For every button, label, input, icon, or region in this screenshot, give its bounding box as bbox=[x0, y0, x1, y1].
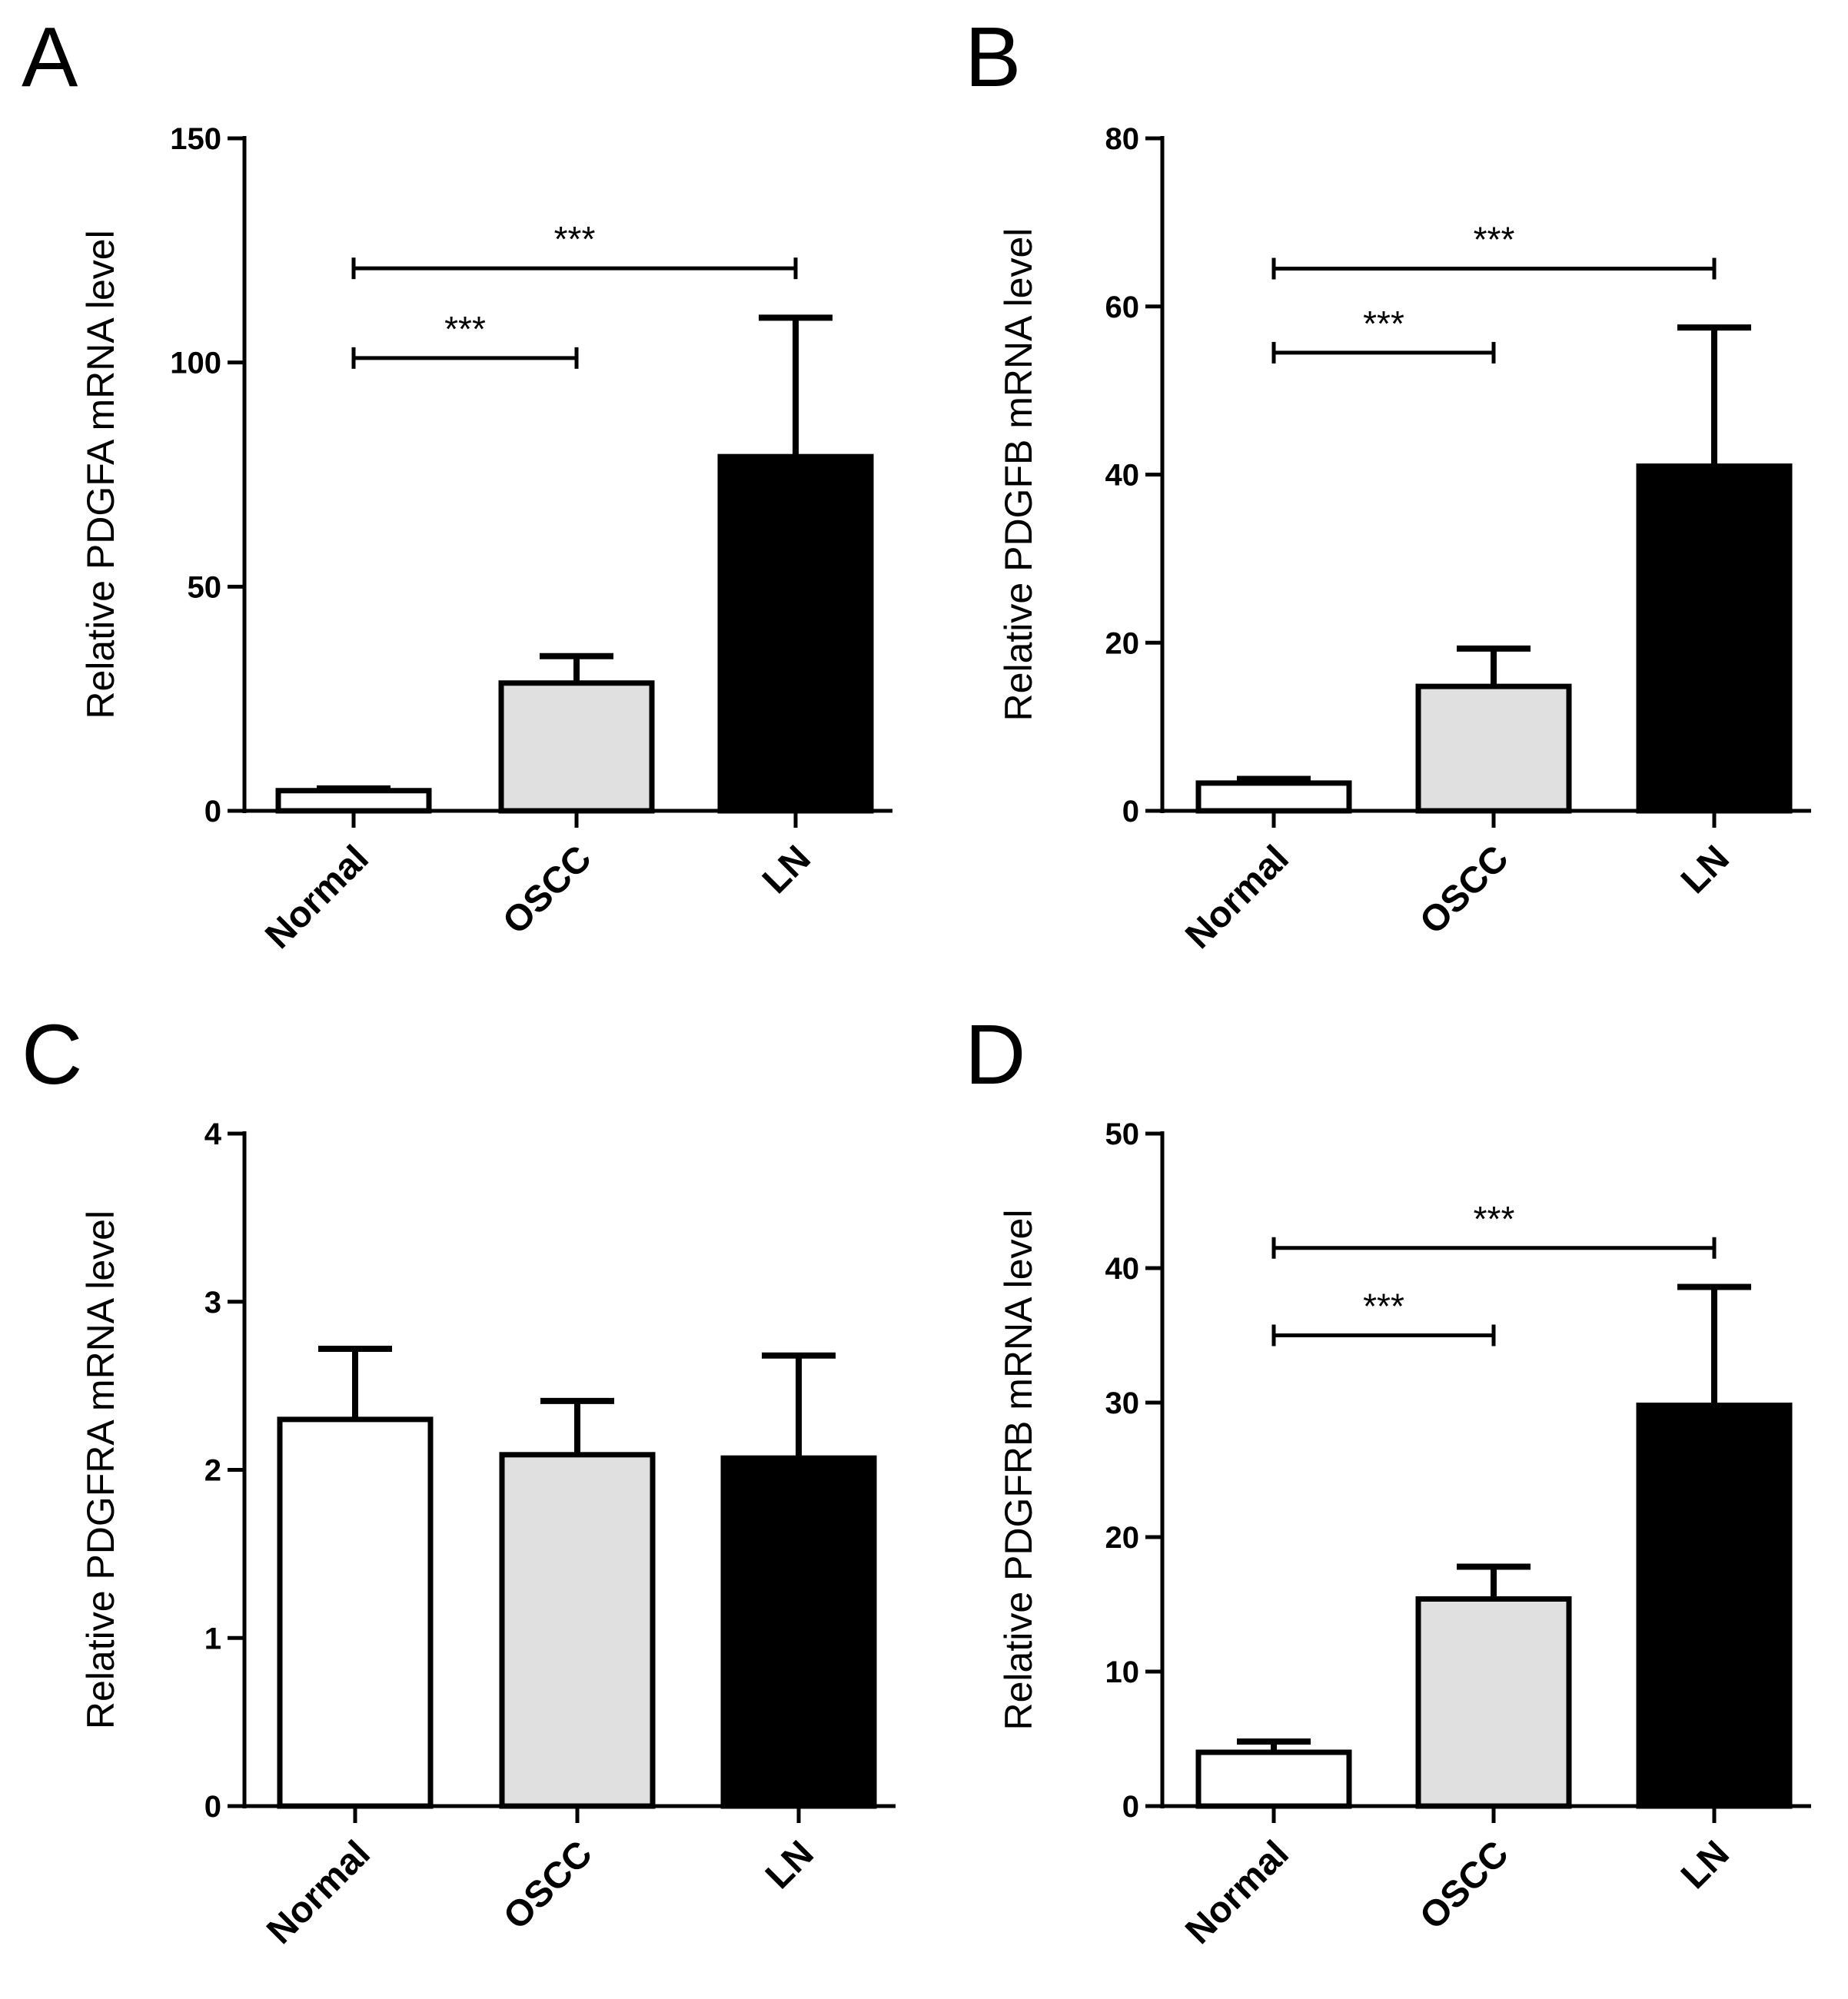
y-tick-label: 10 bbox=[1105, 1655, 1140, 1689]
y-tick-label: 3 bbox=[204, 1286, 221, 1320]
significance-bracket: *** bbox=[1271, 1287, 1496, 1347]
y-tick-label: 150 bbox=[170, 122, 221, 156]
significance-label: *** bbox=[1474, 220, 1515, 260]
category-label-oscc: OSCC bbox=[496, 1833, 600, 1938]
y-tick-label: 50 bbox=[1105, 1117, 1140, 1151]
y-axis-title: Relative PDGFRB mRNA level bbox=[997, 1210, 1040, 1731]
y-tick-label: 50 bbox=[188, 570, 222, 604]
significance-label: *** bbox=[1363, 1287, 1404, 1327]
y-tick-label: 2 bbox=[204, 1454, 221, 1488]
category-label-normal: Normal bbox=[259, 1833, 377, 1951]
panel-letter: B bbox=[965, 10, 1021, 105]
category-label-ln: LN bbox=[755, 838, 819, 902]
panel-letter: A bbox=[22, 10, 78, 105]
chart-panel-b: B Relative PDGFB mRNA level 0 20 40 60 80 Norma… bbox=[965, 10, 1811, 957]
bar-normal bbox=[1195, 780, 1352, 814]
significance-bracket: *** bbox=[1271, 304, 1496, 364]
y-tick-label: 80 bbox=[1105, 122, 1140, 156]
y-tick-label: 0 bbox=[1122, 795, 1139, 828]
panel-letter: D bbox=[965, 1008, 1025, 1102]
y-axis-title: Relative PDGFA mRNA level bbox=[79, 230, 122, 719]
category-label-oscc: OSCC bbox=[495, 838, 600, 942]
category-label-ln: LN bbox=[1674, 1833, 1737, 1897]
bar-normal bbox=[1195, 1749, 1352, 1809]
significance-label: *** bbox=[1363, 304, 1404, 344]
y-axis-title: Relative PDGFB mRNA level bbox=[997, 228, 1040, 722]
y-tick-label: 4 bbox=[204, 1117, 222, 1151]
significance-bracket: *** bbox=[1271, 220, 1717, 280]
y-tick-label: 20 bbox=[1105, 1521, 1140, 1555]
bar-ln bbox=[720, 1455, 877, 1809]
bar-oscc bbox=[498, 680, 655, 814]
significance-label: *** bbox=[444, 309, 486, 349]
chart-panel-a: A Relative PDGFA mRNA level 0 50 100 150 Norma… bbox=[22, 10, 892, 957]
category-label-oscc: OSCC bbox=[1412, 838, 1517, 942]
y-tick-label: 40 bbox=[1105, 459, 1140, 493]
significance-bracket: *** bbox=[351, 219, 798, 280]
bar-ln bbox=[1636, 1403, 1793, 1809]
chart-panel-d: D Relative PDGFRB mRNA level 0 10 20 30 40 50 No… bbox=[965, 1008, 1811, 1952]
bar-oscc bbox=[1415, 683, 1572, 814]
y-tick-label: 0 bbox=[1122, 1790, 1139, 1824]
panel-letter: C bbox=[22, 1008, 82, 1102]
category-label-oscc: OSCC bbox=[1412, 1833, 1517, 1938]
y-tick-label: 0 bbox=[204, 795, 221, 828]
y-tick-label: 0 bbox=[204, 1790, 221, 1824]
y-tick-label: 40 bbox=[1105, 1252, 1140, 1286]
significance-label: *** bbox=[554, 219, 596, 259]
y-tick-label: 60 bbox=[1105, 291, 1140, 324]
category-label-ln: LN bbox=[758, 1833, 822, 1897]
bar-ln bbox=[717, 453, 874, 814]
y-tick-label: 100 bbox=[170, 347, 221, 380]
bar-oscc bbox=[1415, 1596, 1572, 1809]
category-label-normal: Normal bbox=[1178, 838, 1296, 956]
bar-ln bbox=[1636, 463, 1793, 814]
y-tick-label: 20 bbox=[1105, 626, 1140, 660]
y-tick-label: 1 bbox=[204, 1622, 221, 1655]
significance-label: *** bbox=[1474, 1199, 1515, 1239]
significance-bracket: *** bbox=[351, 309, 579, 369]
category-label-normal: Normal bbox=[258, 838, 376, 956]
category-label-ln: LN bbox=[1674, 838, 1737, 902]
chart-panel-c: C Relative PDGFRA mRNA level 0 1 2 3 4 Normal OS… bbox=[22, 1008, 896, 1952]
y-tick-label: 30 bbox=[1105, 1386, 1140, 1420]
bar-normal bbox=[275, 788, 432, 814]
bar-normal bbox=[277, 1416, 434, 1809]
category-label-normal: Normal bbox=[1178, 1833, 1296, 1951]
bar-oscc bbox=[499, 1452, 656, 1809]
y-axis-title: Relative PDGFRA mRNA level bbox=[79, 1210, 122, 1729]
significance-bracket: *** bbox=[1271, 1199, 1717, 1259]
